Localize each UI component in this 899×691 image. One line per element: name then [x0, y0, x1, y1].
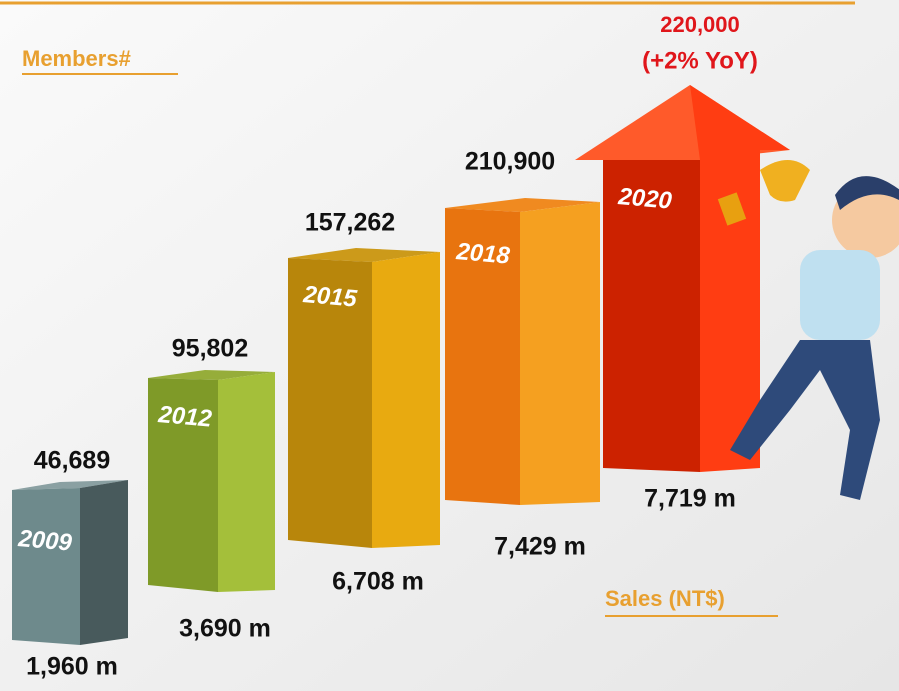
- members-label: 46,689: [34, 447, 110, 475]
- bars: [12, 85, 790, 645]
- mascot: [717, 160, 899, 500]
- sales-label: 7,719 m: [644, 485, 736, 513]
- sales-label: 6,708 m: [332, 568, 424, 596]
- year-label: 2020: [616, 183, 673, 215]
- target-members: 220,000: [660, 12, 740, 37]
- year-label: 2012: [156, 401, 213, 433]
- sales-heading: Sales (NT$): [605, 586, 725, 611]
- sales-label: 1,960 m: [26, 653, 118, 681]
- year-label: 2009: [16, 525, 73, 557]
- members-heading: Members#: [22, 46, 131, 71]
- year-label: 2018: [454, 238, 511, 270]
- year-label: 2015: [301, 281, 358, 313]
- members-label: 210,900: [465, 148, 555, 176]
- target-growth: (+2% YoY): [642, 47, 758, 74]
- sales-label: 7,429 m: [494, 533, 586, 561]
- members-label: 157,262: [305, 209, 395, 237]
- sales-label: 3,690 m: [179, 615, 271, 643]
- members-label: 95,802: [172, 335, 248, 363]
